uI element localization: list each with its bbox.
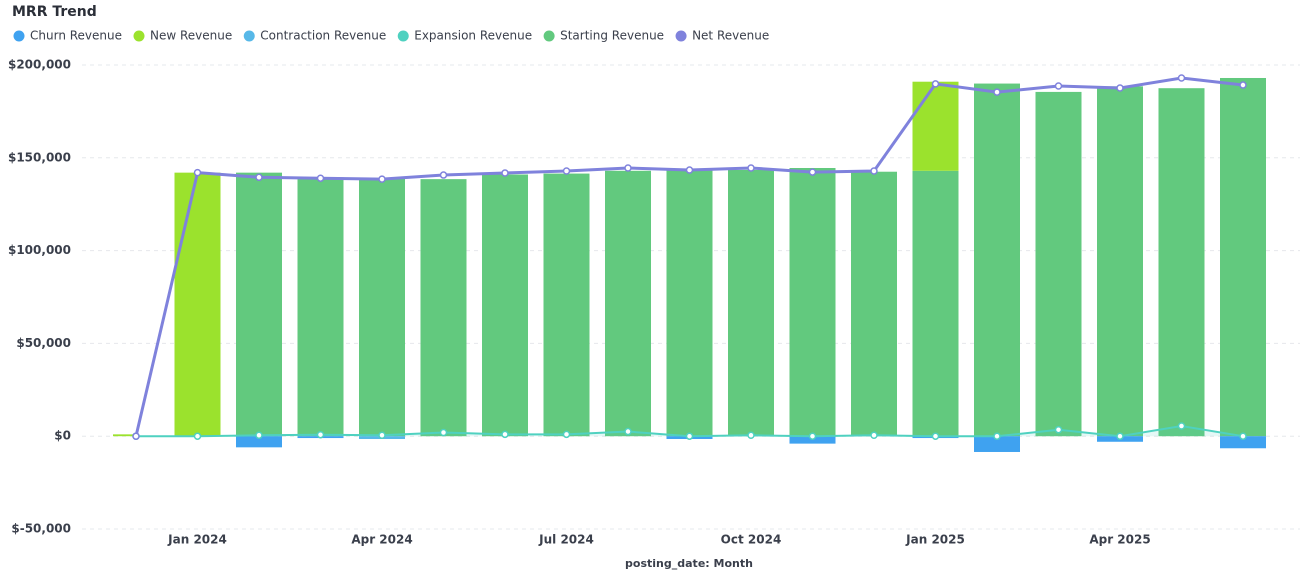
legend-marker bbox=[675, 30, 687, 42]
line-point bbox=[624, 164, 632, 172]
line-point bbox=[132, 432, 140, 440]
line-point bbox=[316, 174, 325, 182]
line-point bbox=[1116, 84, 1124, 92]
bar bbox=[543, 173, 590, 437]
y-tick-label: $-50,000 bbox=[11, 522, 71, 536]
line-point bbox=[870, 167, 878, 175]
x-tick-label: Jul 2024 bbox=[538, 533, 594, 547]
chart-title: MRR Trend bbox=[12, 4, 97, 20]
bar bbox=[113, 434, 136, 437]
bar bbox=[482, 174, 528, 437]
line-point bbox=[931, 432, 940, 440]
line-point bbox=[193, 432, 202, 440]
bar bbox=[420, 179, 467, 437]
line-point bbox=[931, 80, 940, 88]
x-tick-label: Jan 2024 bbox=[167, 533, 227, 547]
line-point bbox=[685, 432, 694, 440]
legend-label: New Revenue bbox=[150, 29, 232, 43]
bar bbox=[974, 436, 1020, 452]
bar bbox=[974, 83, 1020, 437]
line-point bbox=[501, 430, 509, 439]
line-point bbox=[1239, 432, 1247, 440]
line-point bbox=[1054, 82, 1063, 90]
bar bbox=[912, 170, 959, 437]
bars bbox=[113, 77, 1266, 452]
legend-marker bbox=[133, 30, 145, 42]
line-point bbox=[193, 168, 202, 177]
line-point bbox=[562, 430, 571, 439]
line-point bbox=[439, 171, 448, 179]
x-tick-label: Apr 2025 bbox=[1089, 533, 1150, 547]
legend-label: Contraction Revenue bbox=[260, 29, 386, 43]
bar bbox=[1158, 88, 1205, 437]
bar bbox=[789, 168, 836, 437]
x-tick-label: Oct 2024 bbox=[721, 533, 782, 547]
line-point bbox=[439, 428, 448, 437]
line-point bbox=[993, 432, 1001, 440]
bar bbox=[1220, 77, 1266, 437]
line-point bbox=[1177, 74, 1186, 82]
bar bbox=[605, 170, 651, 437]
bar bbox=[1220, 436, 1266, 449]
legend-marker bbox=[397, 30, 409, 42]
line-point bbox=[993, 88, 1001, 96]
line-point bbox=[562, 167, 571, 175]
bar bbox=[297, 177, 344, 437]
line-point bbox=[1239, 81, 1247, 89]
legend-marker bbox=[13, 30, 25, 42]
line-point bbox=[747, 164, 755, 172]
bar bbox=[851, 171, 897, 437]
legend-label: Expansion Revenue bbox=[414, 29, 532, 43]
lines bbox=[132, 74, 1247, 440]
x-axis-label: posting_date: Month bbox=[625, 557, 753, 570]
bar bbox=[1097, 86, 1143, 437]
line-point bbox=[808, 168, 817, 176]
line-point bbox=[747, 431, 755, 440]
line-point bbox=[870, 431, 878, 440]
legend-marker bbox=[543, 30, 555, 42]
line-point bbox=[1177, 422, 1186, 430]
bar bbox=[728, 169, 774, 437]
bar bbox=[174, 172, 221, 437]
line-point bbox=[255, 173, 263, 182]
legend-label: Starting Revenue bbox=[560, 29, 664, 43]
line-point bbox=[501, 169, 509, 177]
y-tick-label: $0 bbox=[54, 429, 71, 443]
x-tick-label: Apr 2024 bbox=[351, 533, 412, 547]
bar bbox=[236, 436, 282, 448]
line-point bbox=[378, 431, 386, 440]
x-tick-label: Jan 2025 bbox=[905, 533, 965, 547]
area bbox=[136, 425, 1243, 437]
line-point bbox=[316, 430, 325, 439]
y-tick-label: $200,000 bbox=[8, 58, 71, 72]
line-point bbox=[808, 432, 817, 440]
y-tick-label: $50,000 bbox=[16, 336, 71, 350]
bar bbox=[236, 172, 282, 437]
legend-marker bbox=[243, 30, 255, 42]
y-tick-label: $150,000 bbox=[8, 150, 71, 164]
legend-label: Net Revenue bbox=[692, 29, 769, 43]
bar bbox=[666, 168, 713, 437]
bar bbox=[1035, 91, 1082, 437]
bar bbox=[359, 178, 405, 437]
line-point bbox=[1054, 425, 1063, 434]
line-point bbox=[1116, 432, 1124, 440]
bar bbox=[912, 81, 959, 171]
legend-label: Churn Revenue bbox=[30, 29, 122, 43]
y-tick-label: $100,000 bbox=[8, 243, 71, 257]
line-point bbox=[378, 175, 386, 183]
line-point bbox=[685, 166, 694, 174]
line-point bbox=[624, 427, 632, 436]
line-point bbox=[255, 431, 263, 440]
